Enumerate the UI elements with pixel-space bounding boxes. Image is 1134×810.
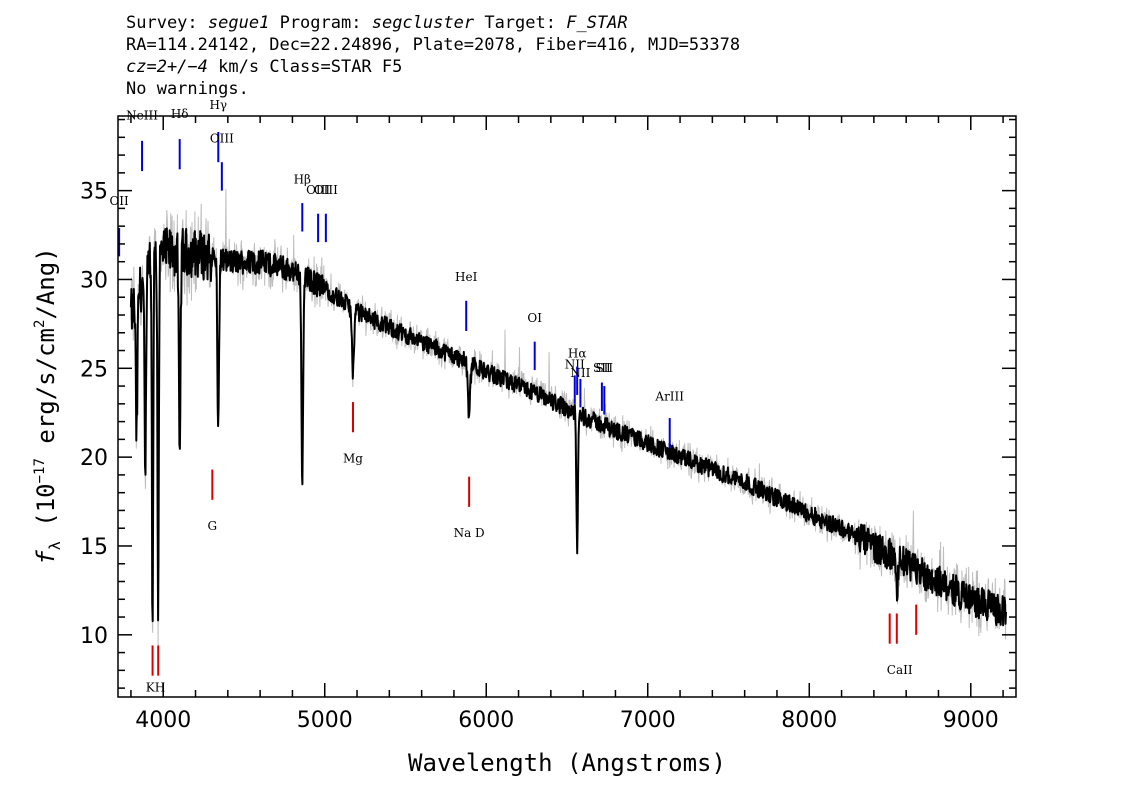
y-axis-title-units-end: /Ang) (32, 247, 60, 319)
plot-axes: 4000 5000 6000 7000 8000 9000 10 15 20 25 30 35 (80, 115, 1017, 733)
flux-series (129, 227, 1007, 627)
y-tick-label: 25 (80, 357, 108, 382)
y-axis-title-main: (10 (32, 483, 60, 541)
y-axis-title-f: f (32, 550, 60, 565)
x-axis-title: Wavelength (Angstroms) (408, 749, 726, 777)
emission-line-label: SII (595, 361, 613, 375)
y-tick-label: 15 (80, 535, 108, 560)
target-label: Target: (484, 13, 556, 33)
emission-line-label: Hβ (294, 173, 311, 187)
emission-line-label: Hγ (209, 98, 227, 112)
header-line-3: cz=2+/−4 km/s Class=STAR F5 (126, 56, 1026, 78)
x-tick-label: 5000 (297, 708, 353, 733)
header-line-4: No warnings. (126, 79, 249, 99)
emission-line-label: OIII (306, 183, 330, 197)
emission-line-label: HeI (455, 270, 478, 284)
y-axis-title-units: erg/s/cm (32, 328, 60, 458)
absorption-line-label: Na D (454, 526, 485, 540)
class-value: km/s Class=STAR F5 (218, 57, 403, 77)
y-axis-title-lambda: λ (46, 541, 64, 550)
y-tick-label: 35 (80, 180, 108, 205)
x-tick-label: 9000 (943, 708, 999, 733)
absorption-line-label: KH (146, 681, 165, 695)
absorption-line-label: CaII (887, 663, 913, 677)
spectrum-header: Survey: segue1 Program: segcluster Targe… (126, 12, 1026, 100)
emission-line-label: Hδ (171, 107, 189, 121)
emission-line-label: NII (570, 366, 590, 380)
program-label: Program: (279, 13, 362, 33)
emission-line-label: OII (109, 194, 129, 208)
emission-line-label: OIII (314, 183, 338, 197)
program-value: segcluster (371, 13, 475, 33)
header-line-1: Survey: segue1 Program: segcluster Targe… (126, 12, 1026, 34)
survey-label: Survey: (126, 13, 198, 33)
y-tick-label: 20 (80, 446, 108, 471)
emission-line-label: SII (593, 361, 611, 375)
y-axis-title-exp: −17 (32, 458, 48, 483)
x-tick-label: 4000 (135, 708, 191, 733)
emission-line-label: OIII (210, 132, 234, 146)
survey-value: segue1 (207, 13, 270, 33)
emission-line-label: OI (527, 311, 542, 325)
header-line-2: RA=114.24142, Dec=22.24896, Plate=2078, … (126, 35, 741, 55)
x-tick-label: 8000 (781, 708, 837, 733)
plot-frame (117, 115, 1017, 698)
emission-line-label: Hα (568, 347, 587, 361)
flux-line (129, 227, 1007, 627)
y-tick-label: 30 (80, 268, 108, 293)
y-axis-title-units-exp: 2 (32, 320, 48, 328)
emission-line-label: NII (565, 357, 585, 371)
redshift-value: cz=2+/−4 (126, 57, 208, 77)
absorption-line-label: Mg (343, 451, 363, 465)
x-tick-label: 6000 (458, 708, 514, 733)
absorption-line-label: G (208, 519, 218, 533)
y-tick-label: 10 (80, 624, 108, 649)
target-value: F_STAR (566, 13, 628, 33)
emission-line-label: ArIII (654, 389, 684, 403)
y-axis-title: fλ (10−17 erg/s/cm2/Ang) (32, 247, 64, 564)
x-tick-label: 7000 (620, 708, 676, 733)
